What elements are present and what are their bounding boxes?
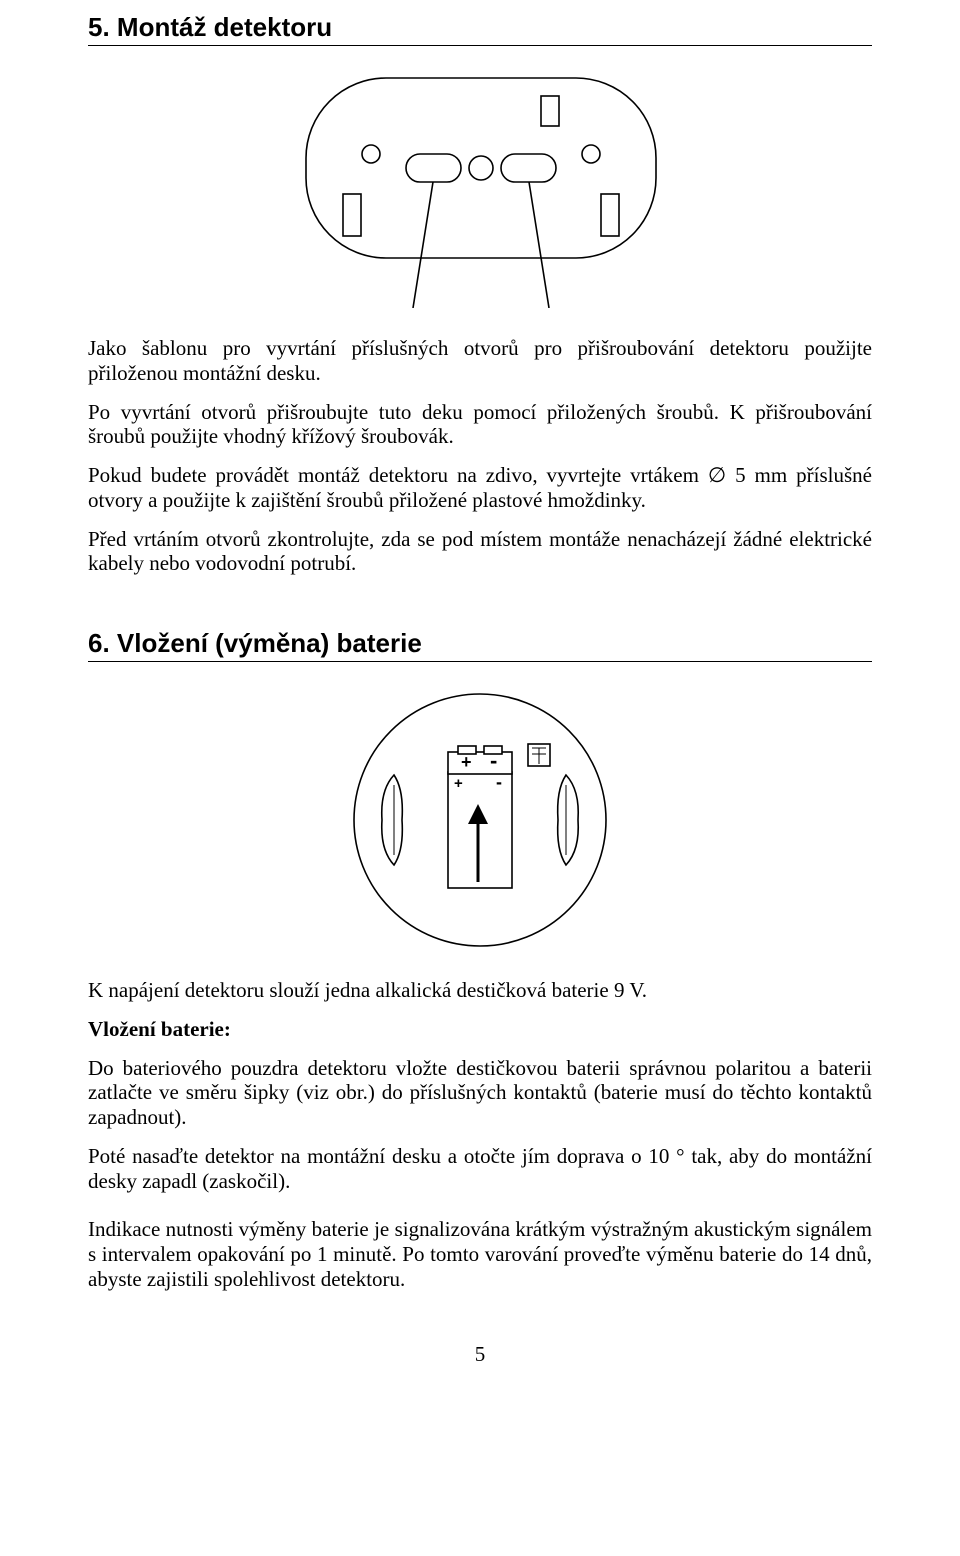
section-5-p3: Pokud budete provádět montáž detektoru n… (88, 463, 872, 513)
document-page: 5. Montáž detektoru Jako šablonu pro vyv… (0, 0, 960, 1407)
section-5-p4: Před vrtáním otvorů zkontrolujte, zda se… (88, 527, 872, 577)
section-6-p4: Poté nasaďte detektor na montážní desku … (88, 1144, 872, 1194)
mounting-plate-diagram (281, 74, 679, 308)
svg-text:-: - (490, 748, 497, 773)
figure-mounting-plate (88, 74, 872, 308)
section-6-p3: Do bateriového pouzdra detektoru vložte … (88, 1056, 872, 1130)
svg-text:-: - (496, 772, 502, 792)
section-6-p2-label: Vložení baterie: (88, 1017, 872, 1042)
spacer (88, 590, 872, 628)
svg-text:+: + (461, 752, 472, 772)
section-6-heading: 6. Vložení (výměna) baterie (88, 628, 872, 662)
spacer-small (88, 1207, 872, 1217)
section-6-p1: K napájení detektoru slouží jedna alkali… (88, 978, 872, 1003)
svg-text:+: + (454, 775, 463, 792)
section-6-p5: Indikace nutnosti výměny baterie je sign… (88, 1217, 872, 1291)
section-5-p1: Jako šablonu pro vyvrtání příslušných ot… (88, 336, 872, 386)
battery-diagram: + - + - (350, 690, 610, 950)
figure-battery-insert: + - + - (88, 690, 872, 950)
section-5-p2: Po vyvrtání otvorů přišroubujte tuto dek… (88, 400, 872, 450)
page-number: 5 (88, 1342, 872, 1367)
section-5-heading: 5. Montáž detektoru (88, 12, 872, 46)
